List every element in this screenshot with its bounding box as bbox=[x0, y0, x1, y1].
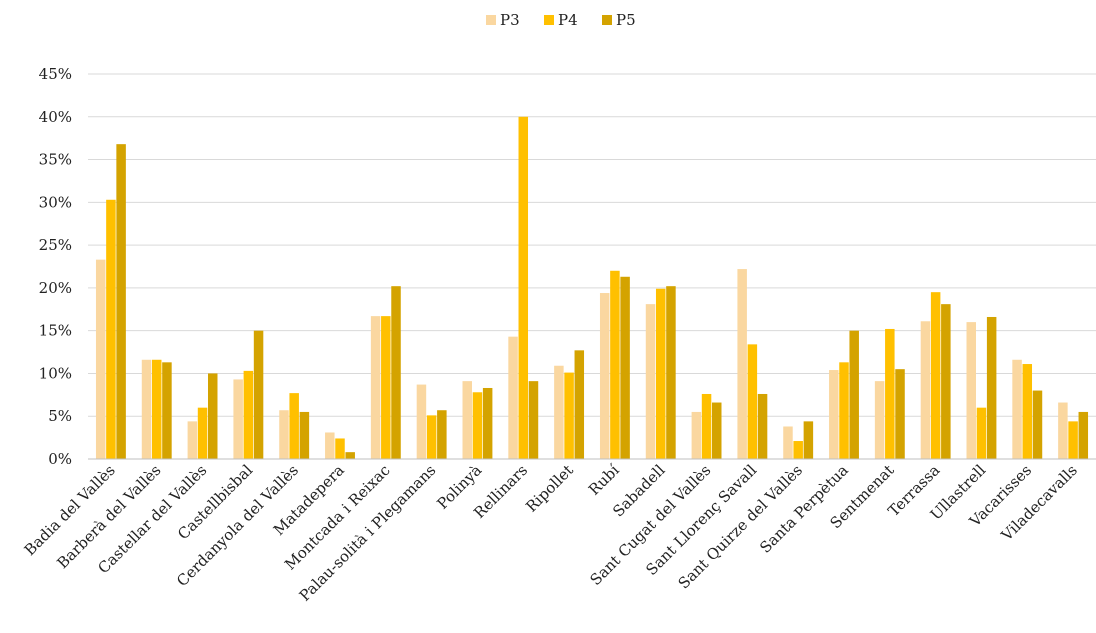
bar-p3 bbox=[1058, 402, 1068, 459]
bar-p3 bbox=[95, 259, 106, 459]
bar-p5 bbox=[482, 387, 493, 459]
x-category-label: Rubí bbox=[585, 461, 623, 499]
bar-p5 bbox=[116, 144, 126, 459]
y-tick-label: 35% bbox=[39, 151, 72, 169]
bar-p4 bbox=[701, 393, 712, 459]
bar-p3 bbox=[325, 432, 335, 459]
bar-p4 bbox=[1068, 421, 1078, 459]
y-tick-label: 15% bbox=[39, 322, 72, 340]
y-tick-label: 45% bbox=[39, 65, 72, 83]
bars bbox=[95, 116, 1089, 459]
bar-p5 bbox=[1032, 390, 1043, 459]
bar-p5 bbox=[849, 330, 859, 459]
bar-p3 bbox=[599, 293, 610, 459]
y-tick-label: 30% bbox=[39, 193, 72, 211]
bar-p4 bbox=[472, 392, 483, 459]
bar-p5 bbox=[803, 421, 814, 459]
bar-p4 bbox=[289, 393, 299, 459]
bar-p5 bbox=[986, 316, 997, 459]
y-axis-ticks: 0% 5% 10% 15% 20% 25% 30% 35% 40% 45% bbox=[39, 65, 72, 468]
bar-p3 bbox=[141, 359, 152, 459]
bar-p4 bbox=[839, 362, 849, 459]
bar-p3 bbox=[920, 321, 931, 459]
legend-swatch-p5 bbox=[602, 15, 612, 25]
bar-p3 bbox=[416, 384, 427, 459]
bar-p4 bbox=[518, 116, 529, 459]
bar-p4 bbox=[1022, 364, 1033, 459]
bar-p5 bbox=[528, 381, 539, 459]
bar-p4 bbox=[106, 199, 116, 459]
bar-p3 bbox=[737, 269, 747, 459]
x-category-label: Ripollet bbox=[522, 461, 577, 516]
bar-p4 bbox=[793, 441, 803, 459]
bar-p3 bbox=[370, 316, 381, 459]
bar-p5 bbox=[299, 411, 310, 459]
bar-p5 bbox=[620, 276, 630, 459]
bar-p3 bbox=[508, 336, 518, 459]
bar-p3 bbox=[462, 381, 472, 459]
bar-p4 bbox=[747, 344, 758, 459]
bar-p3 bbox=[691, 411, 702, 459]
bar-p3 bbox=[645, 304, 656, 459]
bar-p4 bbox=[426, 415, 437, 459]
bar-p5 bbox=[895, 369, 905, 459]
bar-p3 bbox=[829, 370, 839, 459]
bar-p4 bbox=[381, 316, 391, 459]
bar-p5 bbox=[941, 304, 951, 459]
bar-p3 bbox=[783, 426, 793, 459]
bar-p3 bbox=[279, 410, 289, 459]
bar-p3 bbox=[233, 379, 243, 459]
bar-p4 bbox=[151, 359, 162, 459]
y-tick-label: 10% bbox=[39, 364, 72, 382]
bar-p5 bbox=[253, 330, 264, 459]
bar-p4 bbox=[976, 407, 987, 459]
bar-p4 bbox=[564, 372, 574, 459]
legend-label-p4: P4 bbox=[558, 11, 578, 29]
bar-p5 bbox=[208, 373, 218, 459]
bar-p4 bbox=[610, 270, 620, 459]
bar-p5 bbox=[666, 286, 676, 459]
bar-p4 bbox=[885, 328, 895, 459]
bar-p3 bbox=[874, 381, 885, 459]
bar-p5 bbox=[757, 393, 768, 459]
legend-label-p5: P5 bbox=[616, 11, 636, 29]
bar-p5 bbox=[712, 402, 722, 459]
bar-p5 bbox=[162, 362, 172, 459]
bar-p3 bbox=[1012, 359, 1022, 459]
y-tick-label: 0% bbox=[48, 450, 72, 468]
bar-p3 bbox=[966, 322, 976, 459]
legend-swatch-p4 bbox=[544, 15, 554, 25]
bar-p4 bbox=[197, 407, 208, 459]
y-tick-label: 40% bbox=[39, 108, 72, 126]
bar-p5 bbox=[437, 410, 447, 459]
bar-p5 bbox=[1078, 411, 1089, 459]
bar-p4 bbox=[335, 438, 345, 459]
bar-p4 bbox=[655, 288, 666, 459]
bar-p4 bbox=[243, 370, 254, 459]
bar-p3 bbox=[554, 365, 564, 459]
y-tick-label: 20% bbox=[39, 279, 72, 297]
bar-p5 bbox=[574, 350, 585, 459]
bar-p3 bbox=[187, 421, 198, 459]
y-tick-label: 5% bbox=[48, 407, 72, 425]
bar-p5 bbox=[345, 452, 355, 459]
legend: P3 P4 P5 bbox=[486, 11, 636, 29]
legend-swatch-p3 bbox=[486, 15, 496, 25]
bar-p4 bbox=[930, 292, 941, 459]
legend-label-p3: P3 bbox=[500, 11, 520, 29]
y-tick-label: 25% bbox=[39, 236, 72, 254]
bar-p5 bbox=[391, 286, 401, 459]
